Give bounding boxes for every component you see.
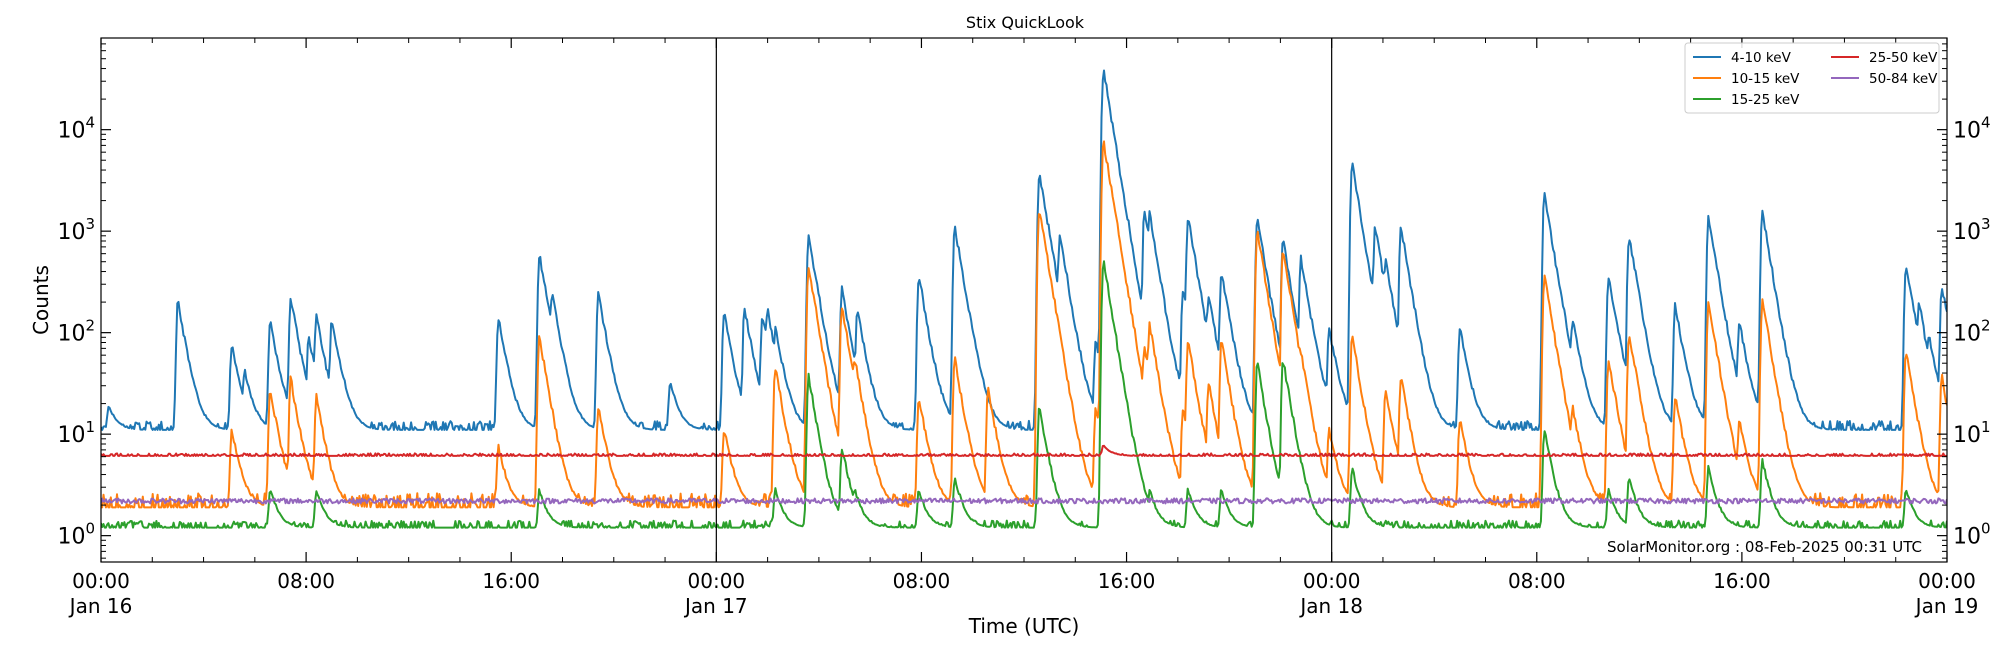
- y-tick-label: 102: [1953, 317, 1991, 347]
- x-tick-date-label: Jan 18: [1298, 594, 1363, 618]
- x-tick-label: 16:00: [1098, 569, 1156, 593]
- day-boundary-lines: [715, 38, 1333, 562]
- series-layer: [101, 69, 1947, 529]
- y-axis-label: Counts: [29, 265, 53, 335]
- series-line-4-10-keV: [101, 69, 1947, 431]
- y-tick-label: 101: [57, 418, 95, 448]
- y-tick-label: 102: [57, 317, 95, 347]
- series-line-25-50-keV: [101, 444, 1947, 457]
- y-axis-right: 100 101 102 103 104: [1937, 37, 1991, 559]
- x-tick-label: 00:00: [688, 569, 746, 593]
- series-line-15-25-keV: [101, 260, 1947, 529]
- legend-label: 10-15 keV: [1731, 71, 1800, 87]
- x-tick-label: 16:00: [482, 569, 540, 593]
- x-tick-label: 00:00: [1303, 569, 1361, 593]
- y-tick-label: 101: [1953, 418, 1991, 448]
- legend-label: 50-84 keV: [1869, 71, 1938, 87]
- x-tick-label: 00:00: [72, 569, 130, 593]
- y-tick-label: 104: [57, 114, 95, 144]
- y-tick-label: 100: [57, 520, 95, 550]
- legend-box: [1684, 42, 1940, 114]
- x-tick-label: 08:00: [893, 569, 951, 593]
- y-tick-label: 103: [1953, 215, 1991, 245]
- legend-label: 25-50 keV: [1869, 50, 1938, 66]
- source-annotation: SolarMonitor.org : 08-Feb-2025 00:31 UTC: [1607, 538, 1922, 556]
- legend-label: 15-25 keV: [1731, 92, 1800, 108]
- x-tick-label: 08:00: [1508, 569, 1566, 593]
- y-tick-label: 104: [1953, 114, 1991, 144]
- legend-label: 4-10 keV: [1731, 50, 1792, 66]
- x-tick-date-label: Jan 17: [683, 594, 748, 618]
- x-tick-label: 00:00: [1918, 569, 1976, 593]
- x-tick-date-label: Jan 19: [1914, 594, 1979, 618]
- legend: 4-10 keV 10-15 keV 15-25 keV 25-50 keV 50-84…: [1684, 42, 1940, 114]
- y-tick-label: 100: [1953, 520, 1991, 550]
- chart-title: Stix QuickLook: [966, 13, 1085, 32]
- x-axis-label: Time (UTC): [968, 614, 1080, 638]
- y-axis-left: 100 101 102 103 104: [57, 37, 111, 559]
- x-tick-date-label: Jan 16: [68, 594, 133, 618]
- x-tick-label: 16:00: [1713, 569, 1771, 593]
- plot-frame: [100, 37, 1948, 563]
- x-tick-label: 08:00: [277, 569, 335, 593]
- y-tick-label: 103: [57, 215, 95, 245]
- series-line-50-84-keV: [101, 497, 1947, 505]
- plot-area: [100, 37, 1948, 563]
